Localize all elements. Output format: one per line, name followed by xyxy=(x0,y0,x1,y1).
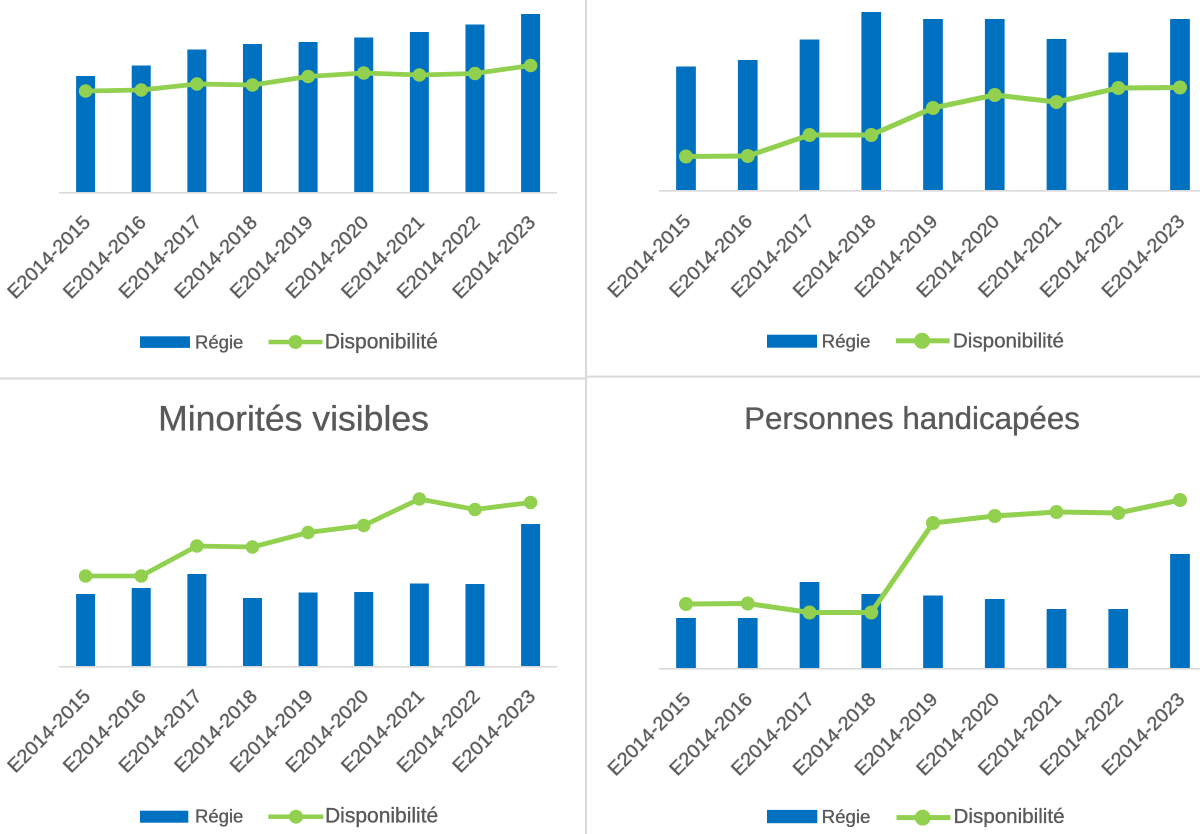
svg-text:Disponibilité: Disponibilité xyxy=(954,805,1065,828)
svg-text:Personnes handicapées: Personnes handicapées xyxy=(744,401,1080,436)
svg-text:Régie: Régie xyxy=(195,332,243,353)
svg-text:Régie: Régie xyxy=(822,806,871,827)
svg-text:Disponibilité: Disponibilité xyxy=(325,331,438,354)
svg-text:Minorités visibles: Minorités visibles xyxy=(158,399,429,439)
svg-text:Régie: Régie xyxy=(195,806,243,827)
svg-text:Disponibilité: Disponibilité xyxy=(325,805,438,828)
svg-text:Régie: Régie xyxy=(822,331,871,352)
svg-text:Disponibilité: Disponibilité xyxy=(953,330,1064,353)
